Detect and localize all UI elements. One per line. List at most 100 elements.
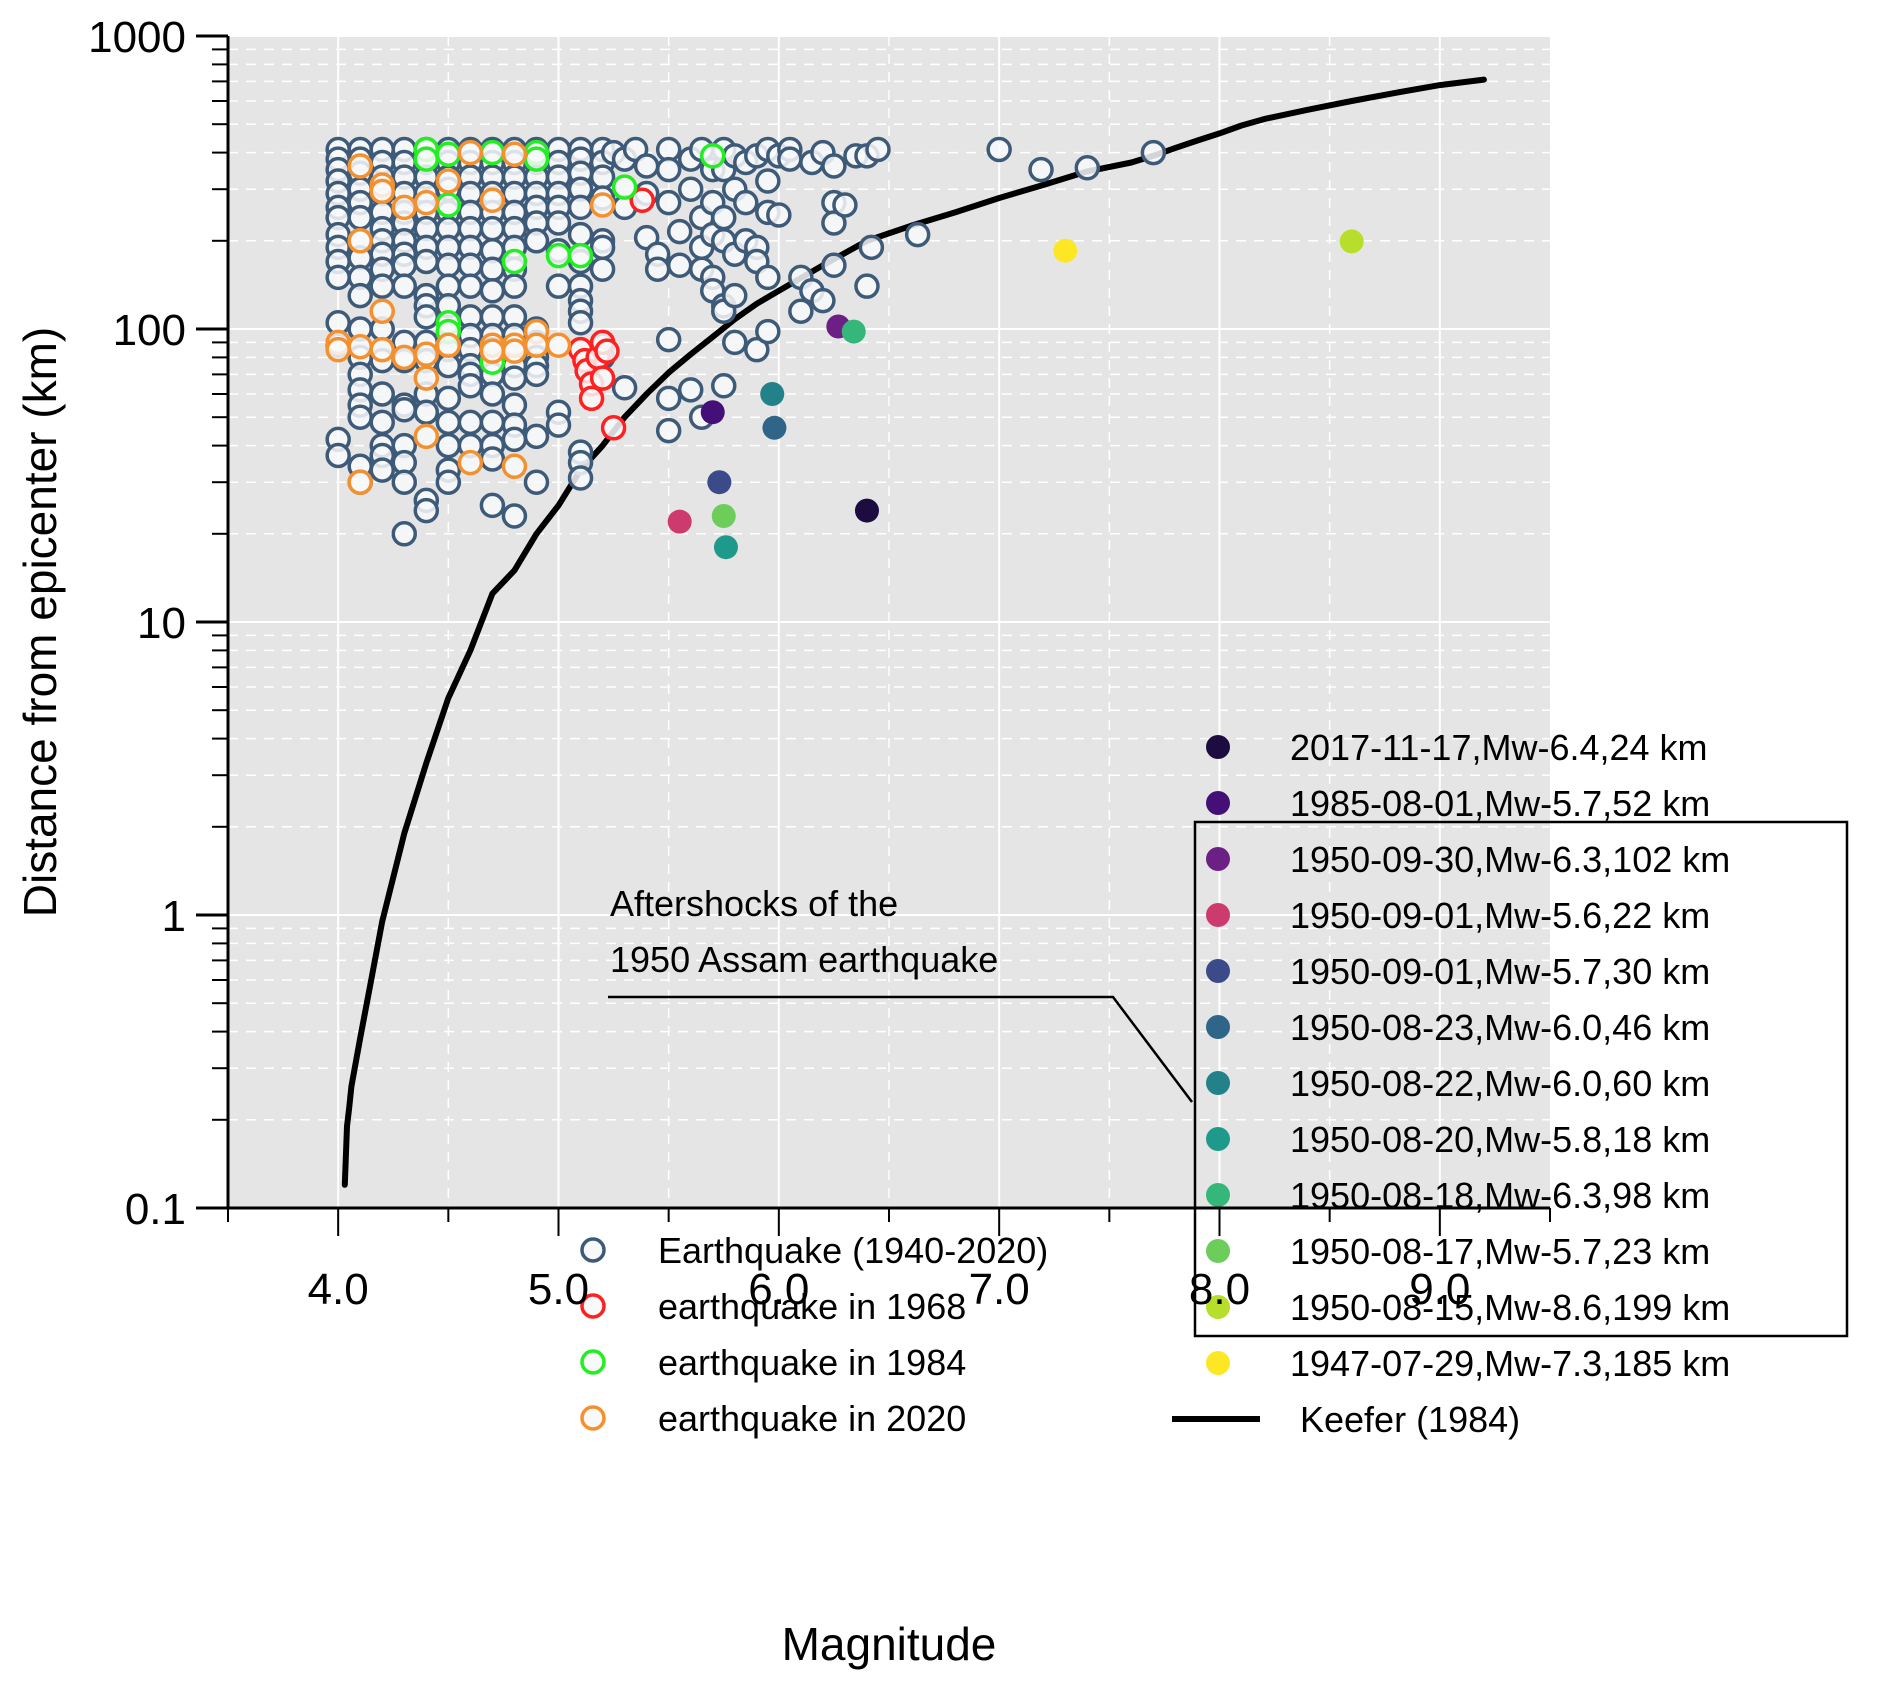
data-point-open-3 <box>391 194 418 221</box>
legend-right-marker <box>1206 1239 1230 1263</box>
legend-left-label: earthquake in 1984 <box>658 1342 966 1383</box>
data-point-open-0 <box>744 336 770 363</box>
data-point-filled-5 <box>762 415 787 440</box>
data-point-open-0 <box>347 282 373 309</box>
data-point-open-0 <box>1028 156 1054 183</box>
data-point-open-0 <box>435 385 462 412</box>
annotation-line-2: 1950 Assam earthquake <box>610 939 998 980</box>
data-point-open-3 <box>457 449 484 476</box>
data-point-open-0 <box>369 273 395 299</box>
data-point-open-0 <box>722 282 748 309</box>
legend-right-marker <box>1206 1071 1230 1095</box>
legend-right-label: 1950-08-18,Mw-6.3,98 km <box>1290 1175 1710 1216</box>
legend-right-marker <box>1206 1183 1230 1207</box>
data-point-open-0 <box>821 210 847 236</box>
data-point-open-0 <box>666 252 693 279</box>
data-point-open-0 <box>810 287 836 314</box>
data-point-filled-3 <box>667 509 692 534</box>
data-point-open-0 <box>858 234 885 261</box>
data-point-open-0 <box>904 221 931 248</box>
data-point-open-0 <box>413 248 440 275</box>
data-point-open-0 <box>457 273 484 299</box>
data-point-open-0 <box>479 381 506 407</box>
annotation-leader-line <box>608 995 1193 1103</box>
x-tick-label: 4.0 <box>308 1265 369 1314</box>
data-point-open-0 <box>501 503 528 529</box>
data-point-open-2 <box>501 248 528 275</box>
data-point-filled-1 <box>700 400 725 425</box>
data-point-open-3 <box>413 365 440 391</box>
keefer-curve-layer <box>341 76 1487 1188</box>
legend-left-label: Earthquake (1940-2020) <box>658 1230 1048 1271</box>
data-point-open-0 <box>325 442 351 469</box>
data-point-open-3 <box>347 333 373 360</box>
data-point-open-0 <box>523 228 550 254</box>
data-point-open-3 <box>501 141 528 167</box>
legend-right: 2017-11-17,Mw-6.4,24 km 1985-08-01,Mw-5.7… <box>1172 727 1849 1440</box>
data-point-open-0 <box>479 215 506 242</box>
y-tick-label: 0.1 <box>125 1185 186 1234</box>
legend-right-label: 1950-08-15,Mw-8.6,199 km <box>1290 1287 1730 1328</box>
data-point-open-0 <box>391 397 418 423</box>
data-point-open-2 <box>523 146 550 172</box>
data-point-open-1 <box>629 187 655 214</box>
data-point-open-0 <box>677 377 704 403</box>
data-point-open-3 <box>369 336 395 363</box>
data-point-filled-6 <box>760 382 785 407</box>
data-point-open-0 <box>655 417 682 444</box>
x-tick-label: 6.0 <box>748 1265 809 1314</box>
legend-right-marker <box>1206 847 1230 871</box>
data-point-open-0 <box>611 375 638 401</box>
legend-right-label: Keefer (1984) <box>1300 1399 1520 1440</box>
data-point-open-0 <box>457 252 484 279</box>
data-point-open-0 <box>865 136 891 163</box>
data-point-open-1 <box>594 338 620 364</box>
data-point-open-0 <box>413 399 440 425</box>
legend-right-label: 1950-09-01,Mw-5.6,22 km <box>1290 895 1710 936</box>
data-point-open-3 <box>545 332 572 359</box>
data-point-open-0 <box>722 329 748 356</box>
data-point-open-0 <box>435 409 462 436</box>
data-point-open-0 <box>1074 155 1101 181</box>
data-point-open-3 <box>369 178 395 205</box>
legend-right-label: 1950-09-01,Mw-5.7,30 km <box>1290 951 1710 992</box>
data-point-open-0 <box>655 385 682 412</box>
data-point-open-0 <box>413 497 440 524</box>
data-point-open-1 <box>600 415 627 441</box>
data-point-filled-10 <box>1339 229 1364 254</box>
data-point-open-0 <box>523 469 550 495</box>
data-point-open-0 <box>1140 139 1167 166</box>
legend-box-aftershocks <box>1193 820 1849 1338</box>
data-point-open-2 <box>435 192 462 218</box>
data-point-open-0 <box>391 521 418 547</box>
legend-right-label: 2017-11-17,Mw-6.4,24 km <box>1290 727 1708 768</box>
data-point-open-0 <box>788 298 814 324</box>
y-tick-label: 1 <box>162 892 186 941</box>
data-point-open-3 <box>347 469 373 495</box>
data-point-open-0 <box>821 153 847 179</box>
data-point-filled-9 <box>711 504 736 529</box>
data-point-open-0 <box>733 189 759 216</box>
data-point-open-0 <box>457 409 484 436</box>
legend-right-label: 1950-08-20,Mw-5.8,18 km <box>1290 1119 1710 1160</box>
data-point-open-0 <box>347 204 373 231</box>
legend-right-marker <box>1206 735 1230 759</box>
annotation: Aftershocks of the 1950 Assam earthquake <box>608 883 1193 1103</box>
data-point-open-0 <box>435 432 462 459</box>
data-point-open-0 <box>369 381 395 407</box>
data-point-open-0 <box>347 404 373 430</box>
data-point-open-0 <box>655 156 682 183</box>
data-point-open-0 <box>545 273 572 299</box>
data-point-open-0 <box>479 256 506 282</box>
data-point-open-2 <box>611 174 638 200</box>
data-point-open-0 <box>677 176 704 202</box>
data-point-open-0 <box>589 256 616 282</box>
points-layer <box>325 136 1364 560</box>
x-axis-title: Magnitude <box>782 1618 997 1670</box>
data-point-open-0 <box>711 204 737 231</box>
data-point-open-0 <box>479 409 506 436</box>
data-point-open-0 <box>589 164 616 190</box>
data-point-open-0 <box>545 210 572 236</box>
legend-right-label: 1950-08-17,Mw-5.7,23 km <box>1290 1231 1710 1272</box>
data-point-open-0 <box>711 373 737 399</box>
